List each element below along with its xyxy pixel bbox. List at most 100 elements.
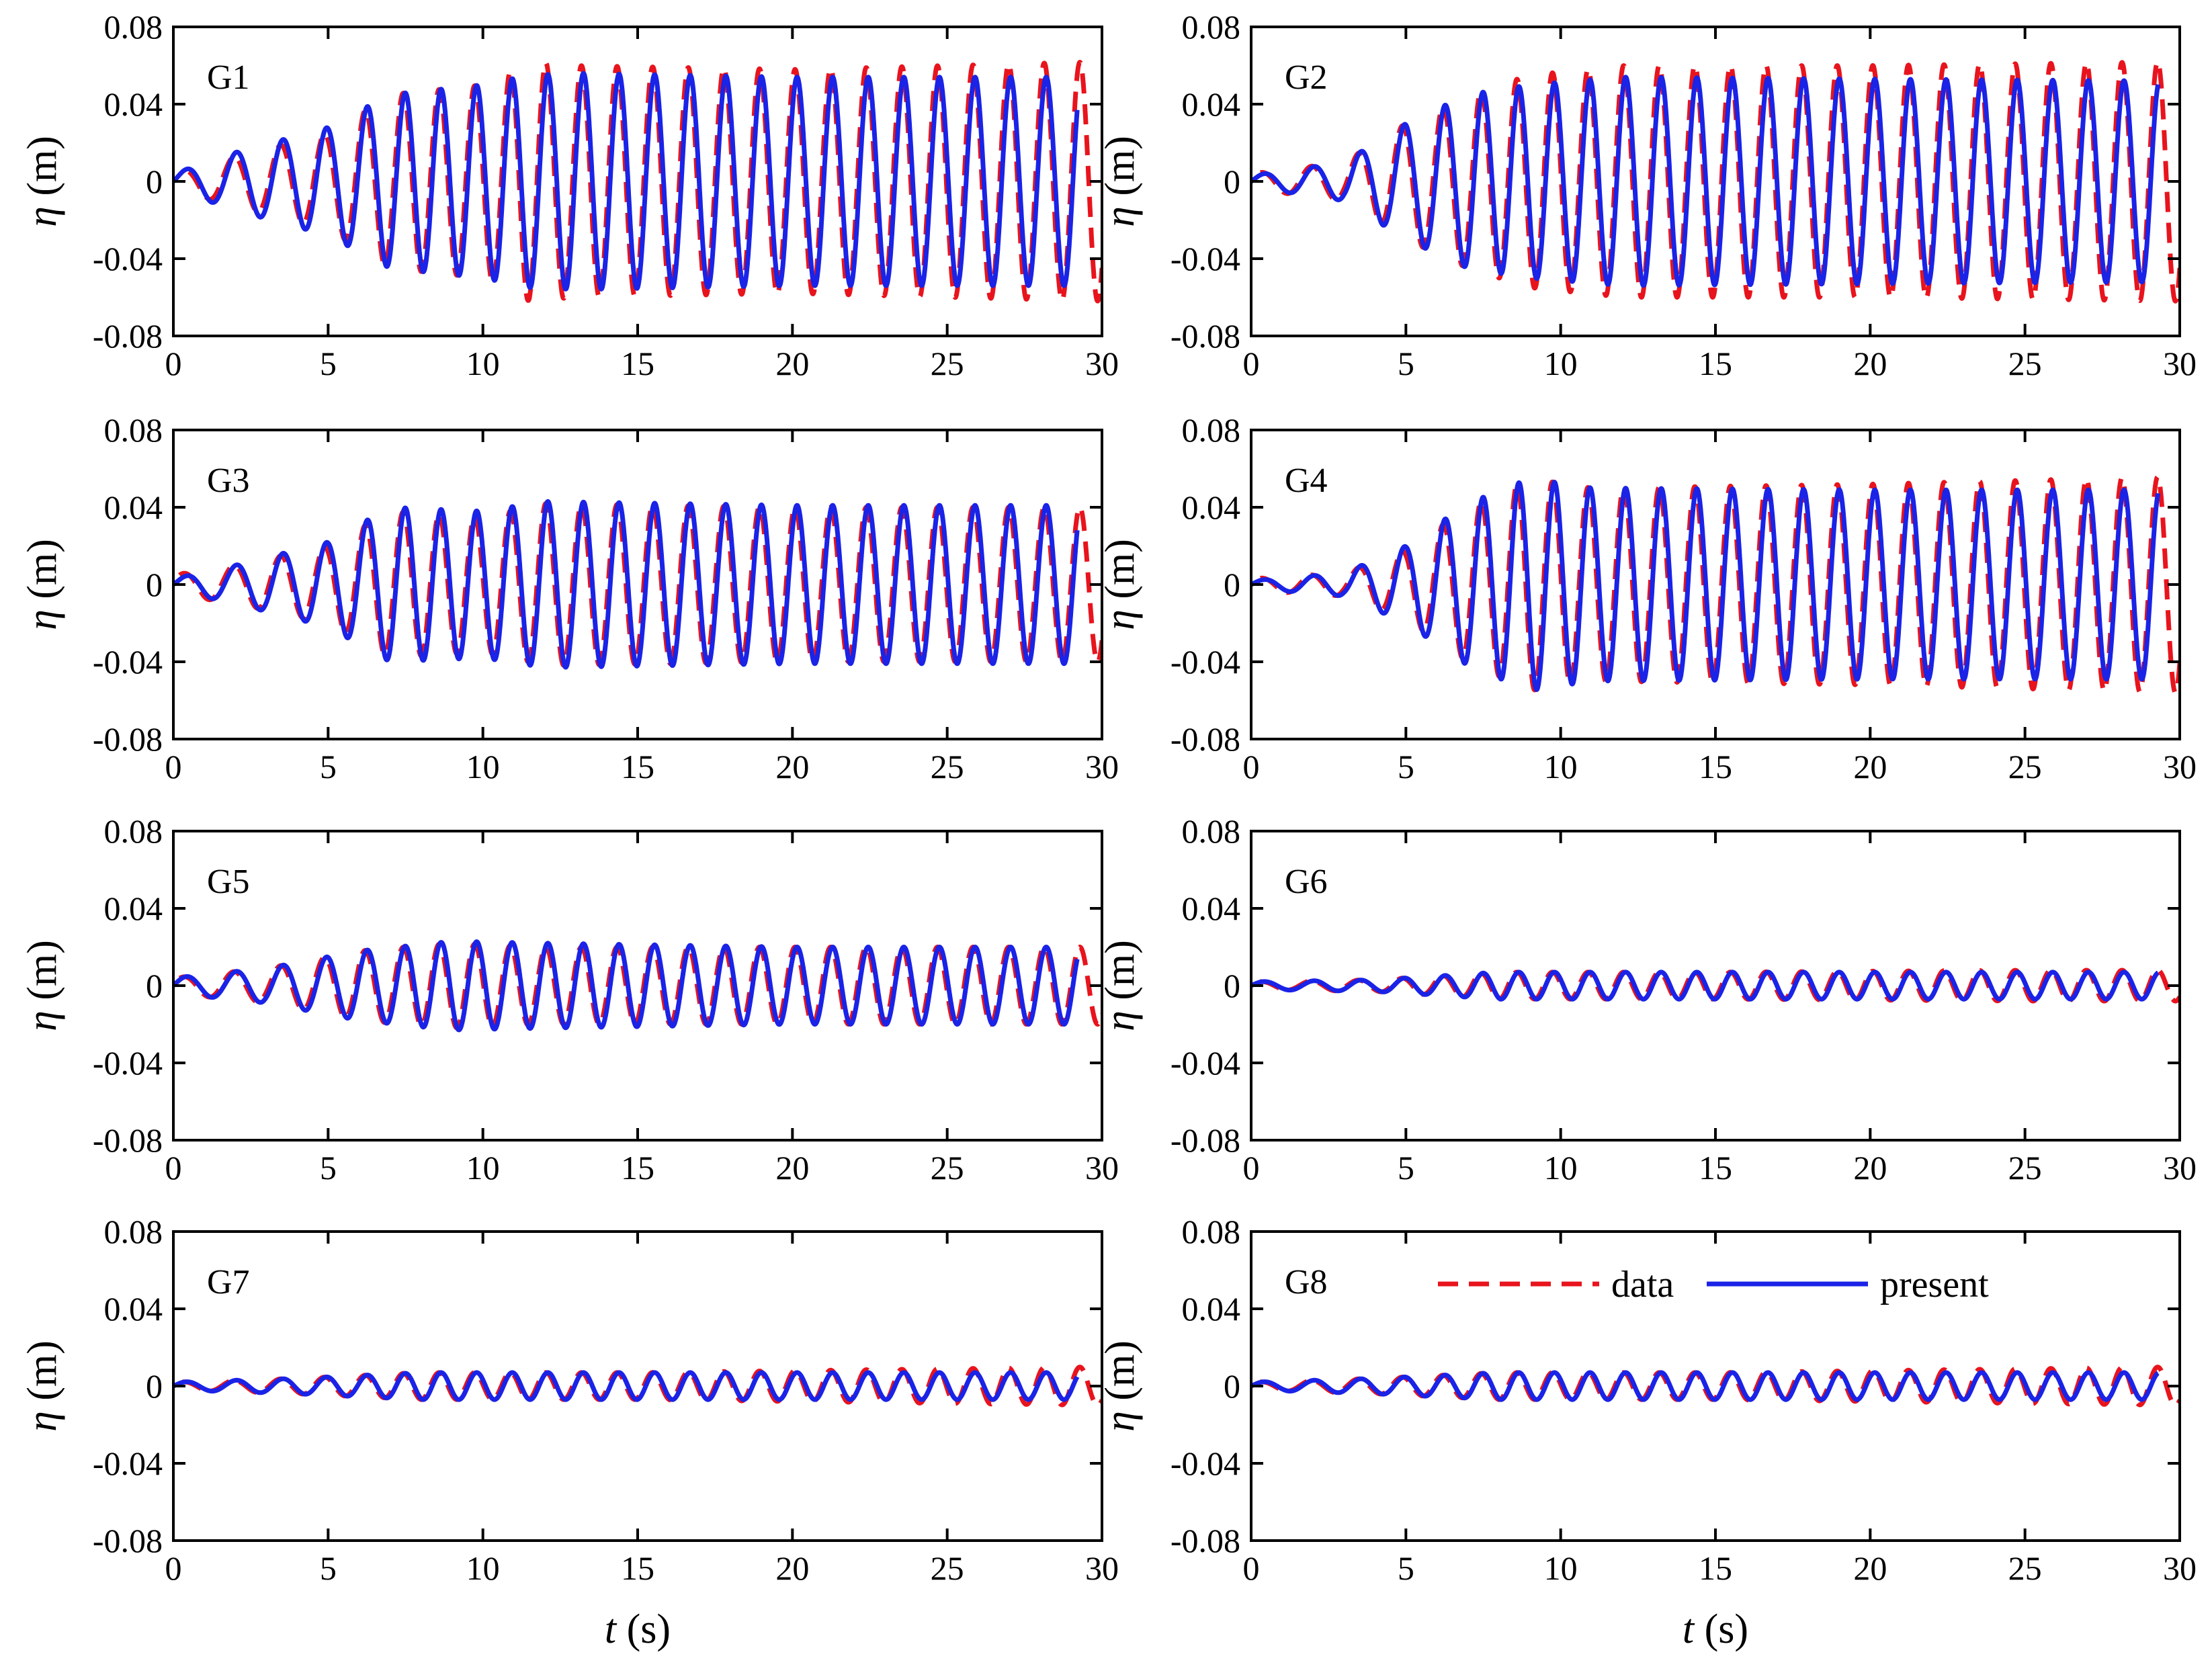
y-tick-label: 0.08 [104,411,163,449]
series-line-present [1251,1370,2160,1402]
y-axis-label: η (m) [19,1340,65,1432]
y-tick-label: -0.04 [1171,1445,1240,1482]
x-tick-label: 10 [466,1149,500,1187]
panel-label: G6 [1285,863,1328,901]
x-tick-label: 20 [1853,1149,1887,1187]
x-tick-label: 30 [2163,1149,2197,1187]
y-axis-label: η (m) [1097,539,1143,630]
x-tick-label: 25 [2008,345,2042,382]
x-tick-label: 5 [1398,1549,1414,1587]
series-line-present [1251,970,2160,1002]
x-tick-label: 20 [775,748,809,785]
x-tick-label: 25 [931,345,964,382]
x-tick-label: 0 [165,1549,182,1587]
panel-label: G1 [207,58,250,97]
x-tick-label: 30 [2163,748,2197,785]
plot-frame [172,429,1103,740]
x-tick-label: 25 [2008,1549,2042,1587]
x-tick-label: 15 [621,748,654,785]
panel-g8: 0 5 10 15 20 25 30 0.08 0.04 0 -0.04 -0.08 G8 η (m) t … [1097,1213,2197,1652]
x-tick-label: 0 [165,748,182,785]
x-tick-label: 30 [2163,345,2197,382]
panel-g2: 0 5 10 15 20 25 30 0.08 0.04 0 -0.04 -0.08 G2 η (m) [1097,8,2197,382]
x-axis-unit: (s) [1694,1606,1748,1652]
y-tick-label: 0 [146,163,163,200]
panel-label: G8 [1285,1263,1328,1301]
y-axis-label: η (m) [1097,940,1143,1031]
y-axis-label: η (m) [19,539,65,630]
y-tick-label: 0 [1224,1367,1240,1405]
x-tick-label: 5 [320,748,337,785]
y-tick-label: -0.04 [93,240,163,277]
series-line-data [177,501,1102,668]
y-tick-label: 0.04 [1182,890,1241,927]
y-tick-label: -0.04 [93,1044,163,1082]
x-tick-label: 5 [320,1149,337,1187]
y-tick-label: 0.04 [104,890,163,927]
x-tick-label: 0 [1243,1549,1260,1587]
y-axis-unit: (m) [19,136,65,206]
legend-label-present: present [1880,1264,1989,1305]
y-tick-label: 0.04 [104,85,163,123]
y-axis-symbol: η [1097,1010,1143,1031]
y-tick-label: 0.08 [1182,8,1241,46]
x-tick-label: 0 [165,345,182,382]
y-tick-label: -0.04 [1171,643,1240,681]
y-axis-unit: (m) [1097,136,1143,206]
y-axis-label: η (m) [19,940,65,1031]
panel-label: G2 [1285,58,1328,97]
y-tick-label: 0 [146,1367,163,1405]
panel-g7: 0 5 10 15 20 25 30 0.08 0.04 0 -0.04 -0.08 G7 η (m) t … [19,1213,1119,1652]
x-tick-label: 25 [2008,748,2042,785]
panel-g4: 0 5 10 15 20 25 30 0.08 0.04 0 -0.04 -0.08 G4 η (m) [1097,411,2197,785]
y-tick-label: 0.04 [104,1290,163,1328]
x-tick-label: 10 [1544,748,1578,785]
panel-g1: 0 5 10 15 20 25 30 0.08 0.04 0 -0.04 -0.08 G1 η (m) [19,8,1119,382]
y-axis-symbol: η [1097,609,1143,630]
y-axis-symbol: η [19,1411,65,1432]
legend-label-data: data [1611,1264,1674,1305]
y-tick-label: -0.08 [1171,720,1240,758]
legend: data present [1438,1264,1989,1305]
x-tick-label: 20 [775,1549,809,1587]
x-tick-label: 25 [931,1149,964,1187]
y-axis-unit: (m) [1097,1340,1143,1411]
series-line-data [1258,1365,2180,1408]
y-axis-label: η (m) [19,136,65,227]
y-axis-unit: (m) [1097,539,1143,609]
x-tick-label: 5 [1398,1149,1414,1187]
y-tick-label: -0.08 [93,720,163,758]
x-tick-label: 0 [1243,345,1260,382]
y-tick-label: 0.08 [1182,411,1241,449]
y-axis-label: η (m) [1097,136,1143,227]
y-axis-symbol: η [19,1010,65,1031]
x-axis-symbol: t [605,1606,618,1652]
y-tick-label: -0.08 [93,1522,163,1559]
x-axis-symbol: t [1683,1606,1695,1652]
y-tick-label: 0.04 [104,488,163,526]
y-axis-unit: (m) [19,940,65,1010]
series-line-present [173,499,1080,670]
x-tick-label: 10 [1544,1549,1578,1587]
x-tick-label: 30 [1085,1549,1119,1587]
y-tick-label: -0.08 [93,317,163,355]
x-tick-label: 5 [1398,345,1414,382]
series-line-present [1251,480,2161,692]
x-tick-label: 10 [466,748,500,785]
x-tick-label: 20 [775,345,809,382]
y-tick-label: 0.08 [104,812,163,850]
y-tick-label: 0 [146,967,163,1004]
y-tick-label: -0.08 [93,1121,163,1159]
y-tick-label: 0 [1224,967,1240,1004]
x-tick-label: 15 [621,1149,654,1187]
y-axis-unit: (m) [19,1340,65,1411]
x-tick-label: 20 [775,1149,809,1187]
x-tick-label: 25 [931,1549,964,1587]
x-tick-label: 20 [1853,1549,1887,1587]
x-tick-label: 5 [1398,748,1414,785]
panel-label: G4 [1285,462,1328,500]
x-tick-label: 0 [1243,748,1260,785]
x-tick-label: 20 [1853,345,1887,382]
panel-g5: 0 5 10 15 20 25 30 0.08 0.04 0 -0.04 -0.08 G5 η (m) [19,812,1119,1187]
